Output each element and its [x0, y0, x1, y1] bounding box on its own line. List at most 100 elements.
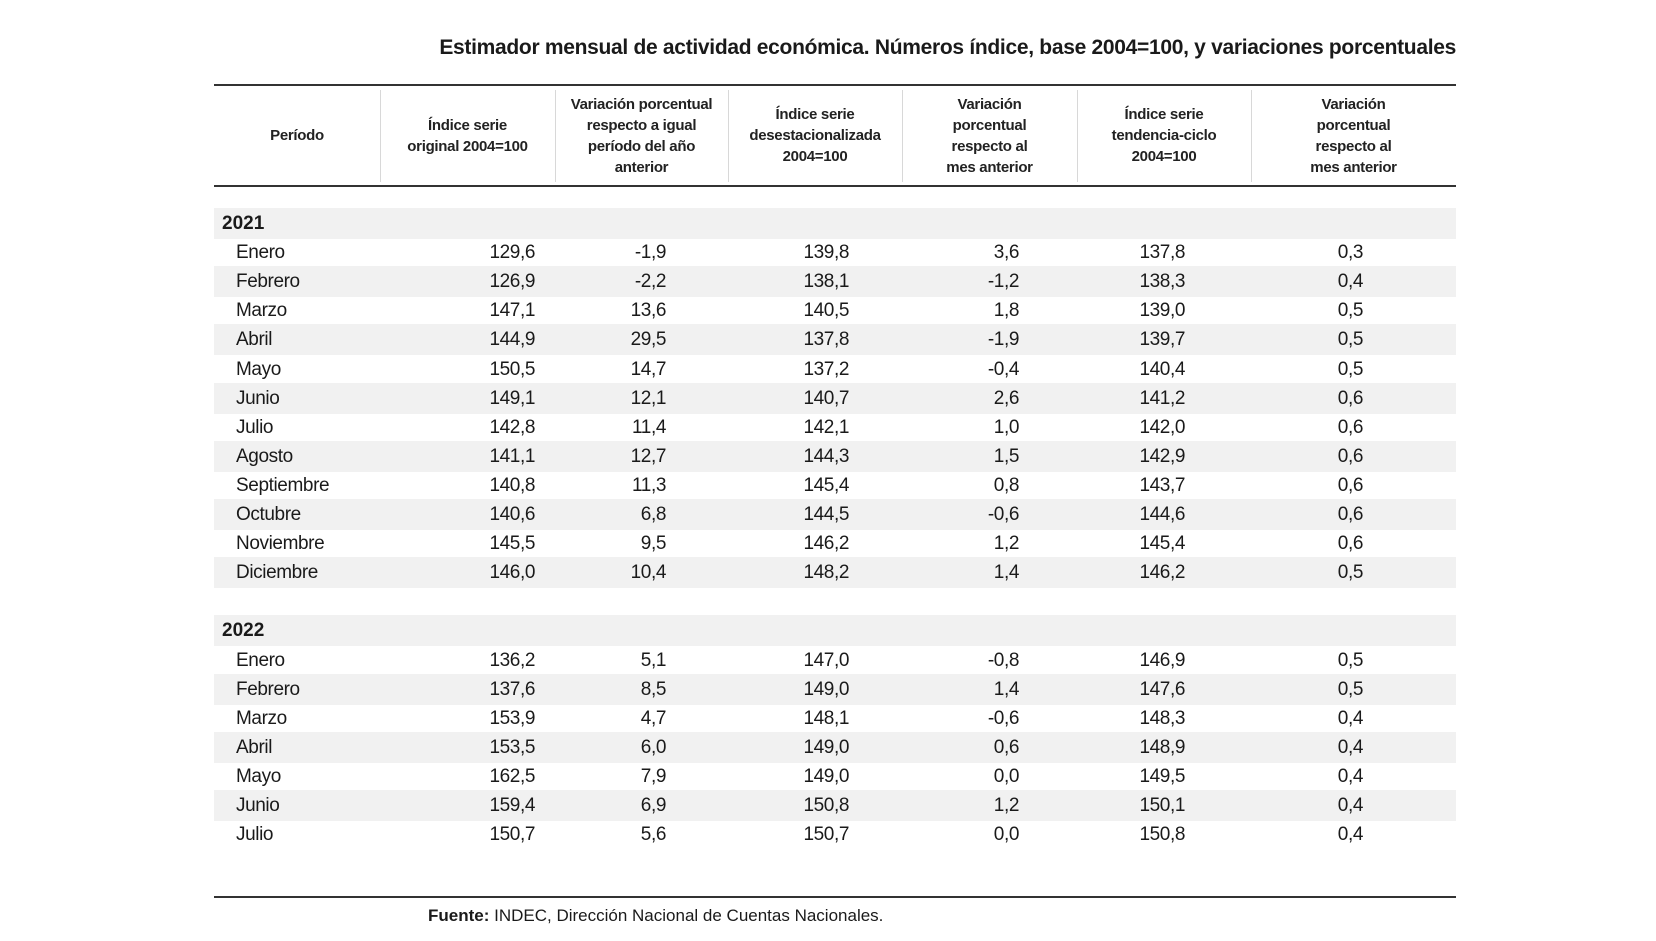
value-cell: 10,4	[630, 562, 667, 584]
column-header-2: Variación porcentual respecto a igual pe…	[570, 95, 713, 176]
value-cell: 0,5	[1337, 649, 1364, 671]
value-cell: 5,6	[640, 824, 667, 846]
source-label: Fuente:	[428, 906, 490, 925]
period-cell: Mayo	[236, 765, 281, 787]
period-cell: Diciembre	[236, 562, 318, 584]
period-cell: Junio	[236, 387, 280, 409]
value-cell: 148,2	[803, 562, 849, 584]
column-header-6: Variación porcentual respecto al mes ant…	[1310, 95, 1397, 176]
header-separator	[555, 90, 556, 182]
value-cell: 129,6	[489, 242, 535, 264]
value-cell: 12,1	[630, 387, 667, 409]
value-cell: -0,6	[987, 707, 1020, 729]
value-cell: 0,6	[1337, 504, 1364, 525]
value-cell: -2,2	[634, 271, 667, 293]
period-cell: Enero	[236, 649, 285, 671]
value-cell: 139,7	[1139, 329, 1185, 351]
value-cell: 7,9	[640, 765, 667, 787]
value-cell: 0,4	[1337, 765, 1364, 787]
value-cell: 142,0	[1139, 416, 1185, 438]
period-cell: Marzo	[236, 707, 287, 729]
value-cell: 138,3	[1139, 271, 1185, 293]
column-header-4: Variación porcentual respecto al mes ant…	[946, 95, 1033, 176]
value-cell: 0,4	[1337, 707, 1364, 729]
source-note: Fuente: INDEC, Dirección Nacional de Cue…	[428, 906, 883, 926]
table-row: Junio 159,4 6,9 150,8 1,2 150,1 0,4	[214, 790, 1456, 821]
table-row: Mayo 162,5 7,9 149,0 0,0 149,5 0,4	[214, 761, 1456, 792]
value-cell: 12,7	[630, 445, 667, 467]
period-cell: Julio	[236, 416, 274, 438]
period-cell: Abril	[236, 736, 273, 758]
year-label: 2021	[222, 213, 265, 234]
year-row: 2022	[214, 615, 1456, 647]
value-cell: 144,3	[803, 445, 849, 467]
value-cell: 1,0	[993, 416, 1020, 438]
value-cell: 11,3	[632, 474, 666, 496]
value-cell: 147,1	[489, 300, 535, 322]
value-cell: 2,6	[993, 387, 1020, 409]
value-cell: 138,1	[803, 271, 849, 293]
value-cell: 146,2	[803, 533, 849, 555]
value-cell: 146,2	[1139, 562, 1185, 584]
value-cell: 139,0	[1139, 300, 1185, 322]
value-cell: 149,1	[489, 387, 535, 409]
value-cell: 0,5	[1337, 358, 1364, 380]
table-row: Julio 150,7 5,6 150,7 0,0 150,8 0,4	[214, 819, 1456, 850]
header-separator	[728, 90, 729, 182]
value-cell: 13,6	[630, 300, 667, 322]
value-cell: 146,9	[1139, 649, 1185, 671]
column-header-0: Período	[270, 127, 324, 144]
value-cell: 0,6	[1337, 533, 1364, 555]
table-row: Abril 144,9 29,5 137,8 -1,9 139,7 0,5	[214, 324, 1456, 356]
value-cell: 0,6	[1337, 445, 1364, 467]
value-cell: 6,9	[640, 795, 667, 816]
period-cell: Enero	[236, 242, 285, 264]
year-label: 2022	[222, 620, 265, 642]
value-cell: 11,4	[632, 416, 666, 438]
value-cell: 144,9	[489, 329, 535, 351]
table-row: Enero 129,6 -1,9 139,8 3,6 137,8 0,3	[214, 237, 1456, 268]
source-text: INDEC, Dirección Nacional de Cuentas Nac…	[489, 906, 884, 925]
value-cell: 153,5	[489, 736, 535, 758]
value-cell: 149,0	[803, 678, 849, 700]
value-cell: 142,8	[489, 416, 535, 438]
value-cell: 137,8	[803, 329, 849, 351]
value-cell: 9,5	[640, 533, 667, 555]
value-cell: 142,1	[803, 416, 849, 438]
value-cell: 143,7	[1139, 474, 1185, 496]
value-cell: 0,6	[1337, 387, 1364, 409]
period-cell: Junio	[236, 795, 280, 816]
value-cell: 145,5	[489, 533, 535, 555]
value-cell: 137,2	[803, 358, 849, 380]
value-cell: -0,4	[987, 358, 1020, 380]
period-cell: Marzo	[236, 300, 287, 322]
value-cell: 0,4	[1337, 795, 1364, 816]
period-cell: Julio	[236, 824, 274, 846]
value-cell: 0,4	[1337, 736, 1364, 758]
value-cell: 3,6	[993, 242, 1020, 264]
table-row: Febrero 137,6 8,5 149,0 1,4 147,6 0,5	[214, 673, 1456, 705]
value-cell: 141,2	[1139, 387, 1185, 409]
value-cell: 0,5	[1337, 329, 1364, 351]
value-cell: 148,1	[803, 707, 849, 729]
value-cell: 142,9	[1139, 445, 1185, 467]
value-cell: 150,5	[489, 358, 535, 380]
value-cell: 136,2	[489, 649, 535, 671]
table-row: Diciembre 146,0 10,4 148,2 1,4 146,2 0,5	[214, 557, 1456, 589]
table-row: Junio 149,1 12,1 140,7 2,6 141,2 0,6	[214, 382, 1456, 414]
value-cell: 0,6	[1337, 474, 1364, 496]
value-cell: 6,8	[640, 504, 667, 525]
value-cell: 150,1	[1139, 795, 1185, 816]
value-cell: 150,7	[803, 824, 849, 846]
period-cell: Febrero	[236, 678, 300, 700]
value-cell: 0,6	[1337, 416, 1364, 438]
header-separator	[1077, 90, 1078, 182]
header-separator	[1251, 90, 1252, 182]
value-cell: 150,8	[1139, 824, 1185, 846]
table-row: Octubre 140,6 6,8 144,5 -0,6 144,6 0,6	[214, 499, 1456, 530]
table-row: Febrero 126,9 -2,2 138,1 -1,2 138,3 0,4	[214, 266, 1456, 298]
value-cell: 140,8	[489, 474, 535, 496]
value-cell: 148,9	[1139, 736, 1185, 758]
value-cell: 29,5	[630, 329, 667, 351]
table-title: Estimador mensual de actividad económica…	[439, 36, 1456, 59]
